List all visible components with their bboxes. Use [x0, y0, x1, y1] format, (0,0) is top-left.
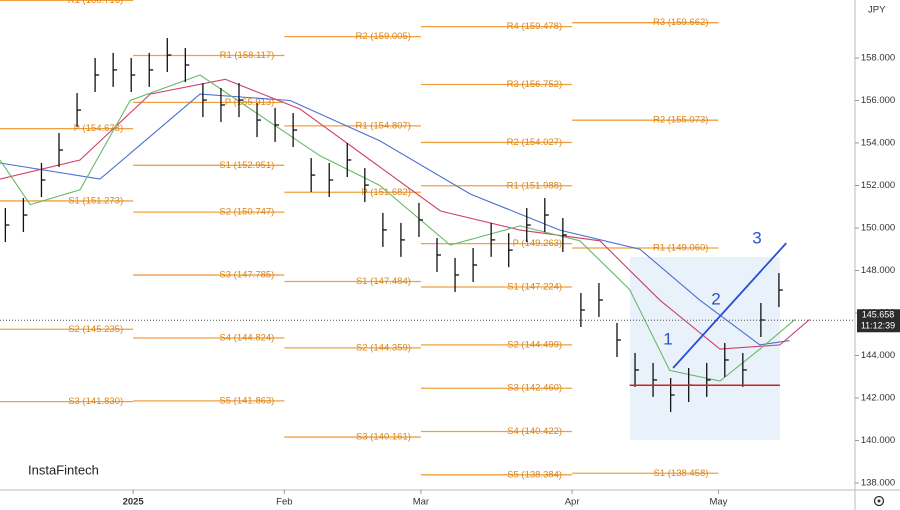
pivot-label: R1 (160.716) [68, 0, 123, 6]
pivot-label: S2 (144.359) [356, 342, 411, 353]
pivot-label: R1 (149.060) [653, 242, 708, 253]
pivot-label: R2 (159.005) [355, 31, 410, 42]
plot-area: R1 (160.716) P (154.678) S1 (151.273) S2 (1… [0, 0, 855, 480]
pivot-label: S3 (140.161) [356, 432, 411, 443]
profile-zone [630, 257, 780, 440]
x-tick-label: Apr [565, 497, 580, 508]
wave-label: 2 [711, 289, 720, 308]
x-tick-label: May [709, 497, 727, 508]
pivot-label: R1 (151.988) [507, 180, 562, 191]
pivot-label: S2 (150.747) [219, 207, 274, 218]
y-tick-label: 140.000 [861, 435, 895, 446]
pivot-label: R4 (159.478) [507, 21, 562, 32]
last-time-label: 11:12:39 [861, 321, 895, 331]
pivot-label: S3 (147.785) [219, 270, 274, 281]
pivot-label: S1 (151.273) [68, 195, 123, 206]
pivot-label: S1 (147.224) [507, 282, 562, 293]
moving-average [0, 74, 796, 382]
y-tick-label: 148.000 [861, 265, 895, 276]
y-tick-label: 156.000 [861, 95, 895, 106]
last-price-label: 145.658 [862, 310, 895, 320]
pivot-label: S2 (144.499) [507, 339, 562, 350]
y-tick-label: 138.000 [861, 478, 895, 489]
pivot-label: R3 (156.752) [507, 79, 562, 90]
trend-line [672, 242, 787, 369]
y-tick-label: 144.000 [861, 350, 895, 361]
wave-label: 1 [663, 329, 672, 348]
pivot-label: S3 (141.830) [68, 396, 123, 407]
pivot-label: S1 (138.458) [653, 468, 708, 479]
currency-label: JPY [868, 5, 886, 16]
wave-label: 3 [752, 228, 761, 247]
x-tick-label: 2025 [123, 497, 145, 508]
pivot-label: R2 (154.027) [507, 137, 562, 148]
pivot-label: S4 (144.824) [219, 333, 274, 344]
pivot-label: R2 (155.073) [653, 115, 708, 126]
pivot-label: S2 (145.235) [68, 324, 123, 335]
watermark: InstaFintech [28, 462, 99, 477]
moving-average [0, 78, 810, 350]
last-price-box [857, 309, 900, 333]
pivot-label: R3 (159.662) [653, 17, 708, 28]
y-tick-label: 154.000 [861, 138, 895, 149]
pivot-label: S4 (140.422) [507, 426, 562, 437]
y-tick-label: 142.000 [861, 393, 895, 404]
pivot-label: S5 (138.384) [507, 469, 562, 480]
pivot-label: S1 (152.951) [219, 160, 274, 171]
pivot-label: R1 (158.117) [220, 50, 275, 61]
pivot-label: P (155.913) [225, 97, 274, 108]
pivot-label: P (151.682) [361, 187, 410, 198]
pivot-label: R1 (154.807) [355, 120, 410, 131]
y-tick-label: 158.000 [861, 53, 895, 64]
y-tick-label: 152.000 [861, 180, 895, 191]
pivot-label: S5 (141.863) [219, 395, 274, 406]
y-tick-label: 150.000 [861, 223, 895, 234]
x-tick-label: Mar [413, 497, 429, 508]
pivot-label: S1 (147.484) [356, 276, 411, 287]
pivot-label: S3 (142.460) [507, 383, 562, 394]
pivot-label: P (154.678) [74, 123, 123, 134]
settings-icon[interactable] [873, 495, 885, 507]
x-tick-label: Feb [276, 497, 292, 508]
pivot-label: P (149.263) [513, 238, 562, 249]
